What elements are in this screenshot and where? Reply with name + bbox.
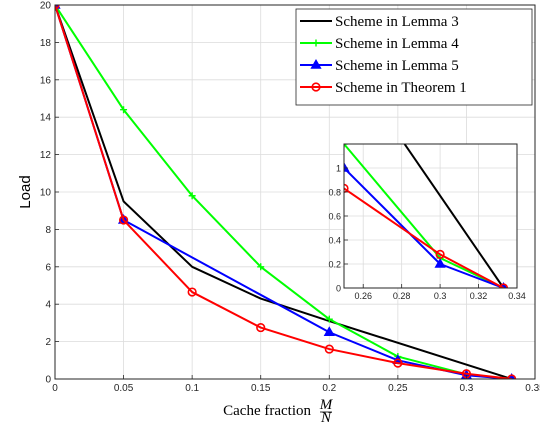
main-y-tick-label: 18 xyxy=(40,38,52,49)
main-ticks: 00.050.10.150.20.250.30.3502468101214161… xyxy=(40,1,540,395)
main-x-tick-label: 0.2 xyxy=(322,383,336,394)
main-y-tick-label: 4 xyxy=(45,300,51,311)
inset-y-tick-label: 0.6 xyxy=(328,212,341,222)
inset-series-3-point xyxy=(434,257,446,268)
main-series-2-point xyxy=(257,263,265,271)
legend-item: Scheme in Lemma 4 xyxy=(300,36,459,52)
inset-y-tick-label: 0 xyxy=(336,284,341,294)
inset-series-1-line xyxy=(403,144,505,288)
main-series-2-point xyxy=(120,106,128,114)
legend-swatch-marker xyxy=(310,58,322,69)
legend-label: Scheme in Lemma 3 xyxy=(335,14,459,30)
main-y-tick-label: 6 xyxy=(45,262,51,273)
inset-x-tick-label: 0.3 xyxy=(434,291,447,301)
main-y-tick-label: 0 xyxy=(45,375,51,386)
main-x-tick-label: 0 xyxy=(52,383,58,394)
inset: 0.26 0.28 0.3 0.32 0.34 0 0.2 0.4 0.6 0.8 1 xyxy=(328,143,526,302)
main-series-layer xyxy=(55,5,517,379)
inset-y-tick-label: 0.2 xyxy=(328,260,341,270)
main-x-tick-label: 0.05 xyxy=(114,383,134,394)
main-series-2-point xyxy=(188,192,196,200)
legend-item: Scheme in Lemma 5 xyxy=(300,58,459,74)
main-series-4-point xyxy=(187,287,197,297)
inset-ticks: 0.26 0.28 0.3 0.32 0.34 0 0.2 0.4 0.6 0.8 1 xyxy=(328,164,525,302)
inset-y-tick-label: 1 xyxy=(336,164,341,174)
main-series-2-point xyxy=(325,315,333,323)
main-x-tick-label: 0.25 xyxy=(388,383,408,394)
main-y-tick-label: 10 xyxy=(40,188,52,199)
inset-x-tick-label: 0.34 xyxy=(508,291,526,301)
legend: Scheme in Lemma 3 Scheme in Lemma 4 Scheme… xyxy=(295,8,533,106)
legend-swatch-marker xyxy=(312,39,320,47)
main-y-tick-label: 8 xyxy=(45,225,51,236)
main-x-tick-label: 0.15 xyxy=(251,383,271,394)
legend-swatch-marker xyxy=(311,82,321,92)
inset-x-tick-label: 0.26 xyxy=(354,291,372,301)
main-series-4-point xyxy=(256,322,266,333)
inset-series-4-point xyxy=(435,249,445,259)
main-y-tick-label: 20 xyxy=(40,1,52,12)
main-series-4-point xyxy=(393,358,403,368)
inset-series-layer xyxy=(344,144,509,288)
x-axis-label-text: Cache fraction xyxy=(223,403,311,419)
main-x-tick-label: 0.1 xyxy=(185,383,199,394)
x-axis-label-denominator: N xyxy=(320,410,332,426)
y-axis-label: Load xyxy=(17,175,34,208)
inset-x-tick-label: 0.28 xyxy=(393,291,411,301)
main-series-4-point xyxy=(118,215,129,225)
legend-item: Scheme in Theorem 1 xyxy=(300,80,467,96)
main-series-4-point xyxy=(324,344,334,354)
inset-y-tick-label: 0.8 xyxy=(328,188,341,198)
x-axis-label-numerator: M xyxy=(319,397,334,413)
inset-series-1 xyxy=(403,144,505,288)
main-series-4-line xyxy=(55,5,512,379)
main-y-tick-label: 14 xyxy=(40,113,52,124)
legend-item: Scheme in Lemma 3 xyxy=(300,14,459,30)
main-series-1-line xyxy=(55,5,512,379)
inset-series-4-point xyxy=(498,283,509,288)
legend-label: Scheme in Theorem 1 xyxy=(335,80,467,96)
x-axis-label: Cache fraction M N xyxy=(223,397,334,426)
inset-y-tick-label: 0.4 xyxy=(328,236,341,246)
main-y-tick-label: 2 xyxy=(45,337,51,348)
main-series-4-point xyxy=(507,374,517,379)
main-y-tick-label: 16 xyxy=(40,75,52,86)
inset-x-tick-label: 0.32 xyxy=(470,291,488,301)
main-y-tick-label: 12 xyxy=(40,150,52,161)
main-x-tick-label: 0.35 xyxy=(525,383,540,394)
inset-series-3-point xyxy=(344,161,350,172)
inset-series-4-line xyxy=(344,187,505,288)
legend-label: Scheme in Lemma 4 xyxy=(335,36,459,52)
legend-entries: Scheme in Lemma 3 Scheme in Lemma 4 Scheme… xyxy=(300,14,467,96)
main-series-3-point xyxy=(323,326,335,336)
legend-box xyxy=(295,8,533,106)
main-series-1 xyxy=(55,5,512,379)
main-x-tick-label: 0.3 xyxy=(459,383,473,394)
legend-label: Scheme in Lemma 5 xyxy=(335,58,459,74)
